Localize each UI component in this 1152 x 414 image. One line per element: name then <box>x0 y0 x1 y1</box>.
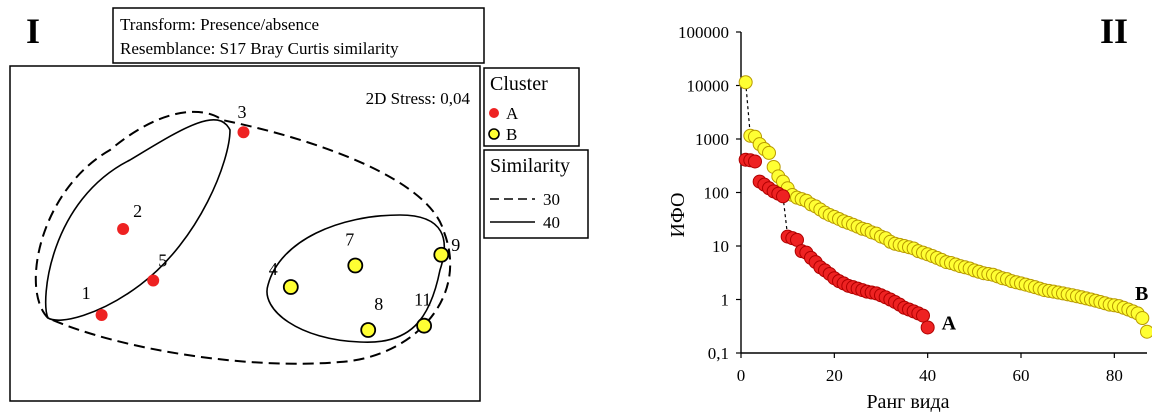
mds-point-3 <box>237 126 250 139</box>
series-a-point <box>748 154 762 169</box>
mds-point-label-9: 9 <box>451 235 460 255</box>
mds-point-label-8: 8 <box>374 294 383 314</box>
x-tick-label: 40 <box>919 366 936 385</box>
mds-point-2 <box>117 222 130 235</box>
x-axis-title: Ранг вида <box>866 391 949 413</box>
cluster-a-marker <box>489 108 499 118</box>
y-axis-title: ИФО <box>667 193 689 238</box>
mds-point-11 <box>416 317 433 334</box>
mds-point-label-3: 3 <box>238 102 247 122</box>
rank-plot-points <box>738 75 1152 339</box>
y-tick-label: 1 <box>721 291 730 310</box>
cluster-legend: Cluster A B <box>483 67 580 147</box>
cluster-a-label: A <box>506 104 519 123</box>
series-a-point <box>920 320 935 335</box>
resemblance-text: Resemblance: S17 Bray Curtis similarity <box>120 39 399 58</box>
similarity-legend-title: Similarity <box>490 155 570 177</box>
transform-text: Transform: Presence/absence <box>120 15 319 34</box>
mds-point-label-1: 1 <box>82 283 91 303</box>
mds-point-1 <box>95 308 108 321</box>
panel-label-ii: II <box>1100 11 1128 51</box>
series-a-end-label: A <box>942 312 957 334</box>
cluster-a-contour <box>44 119 231 321</box>
series-a-point <box>776 189 790 204</box>
mds-point-label-11: 11 <box>414 290 431 310</box>
mds-point-label-7: 7 <box>345 230 354 250</box>
y-tick-label: 10000 <box>687 77 730 96</box>
similarity-30-label: 30 <box>543 190 560 209</box>
series-b-point <box>1135 311 1150 326</box>
cluster-b-label: B <box>506 125 517 144</box>
series-b-end-label: B <box>1135 283 1148 305</box>
series-b-point <box>762 145 776 160</box>
similarity-40-label: 40 <box>543 213 560 232</box>
series-a-point <box>916 308 930 323</box>
x-tick-label: 60 <box>1013 366 1030 385</box>
mds-point-7 <box>347 257 364 274</box>
similarity-legend: Similarity 30 40 <box>483 149 589 239</box>
cluster-b-marker <box>488 128 500 140</box>
stress-text: 2D Stress: 0,04 <box>366 89 471 108</box>
mds-point-label-2: 2 <box>133 201 142 221</box>
cluster-legend-title: Cluster <box>490 73 548 95</box>
mds-plot-frame <box>9 65 481 402</box>
panel-label-i: I <box>26 11 40 51</box>
x-tick-label: 80 <box>1106 366 1123 385</box>
mds-points: 1 2 3 4 5 7 8 9 11 <box>82 102 460 338</box>
mds-point-5 <box>147 274 160 287</box>
series-b-point <box>1140 324 1152 339</box>
series-b-point <box>738 75 753 90</box>
y-tick-label: 10 <box>712 237 729 256</box>
x-tick-label: 20 <box>826 366 843 385</box>
mds-point-4 <box>282 279 299 295</box>
mds-point-8 <box>360 322 377 338</box>
transform-box: Transform: Presence/absence Resemblance:… <box>112 7 485 64</box>
mds-point-9 <box>433 246 450 263</box>
mds-point-label-5: 5 <box>158 251 167 271</box>
similarity-30-contour <box>34 110 452 365</box>
cluster-b-contour <box>266 214 446 343</box>
series-b-gap-line <box>745 82 751 136</box>
y-tick-label: 100000 <box>678 23 729 42</box>
y-tick-label: 1000 <box>695 130 729 149</box>
mds-point-label-4: 4 <box>269 259 278 279</box>
x-tick-label: 0 <box>737 366 746 385</box>
y-tick-label: 0,1 <box>708 344 729 363</box>
y-tick-label: 100 <box>704 184 730 203</box>
